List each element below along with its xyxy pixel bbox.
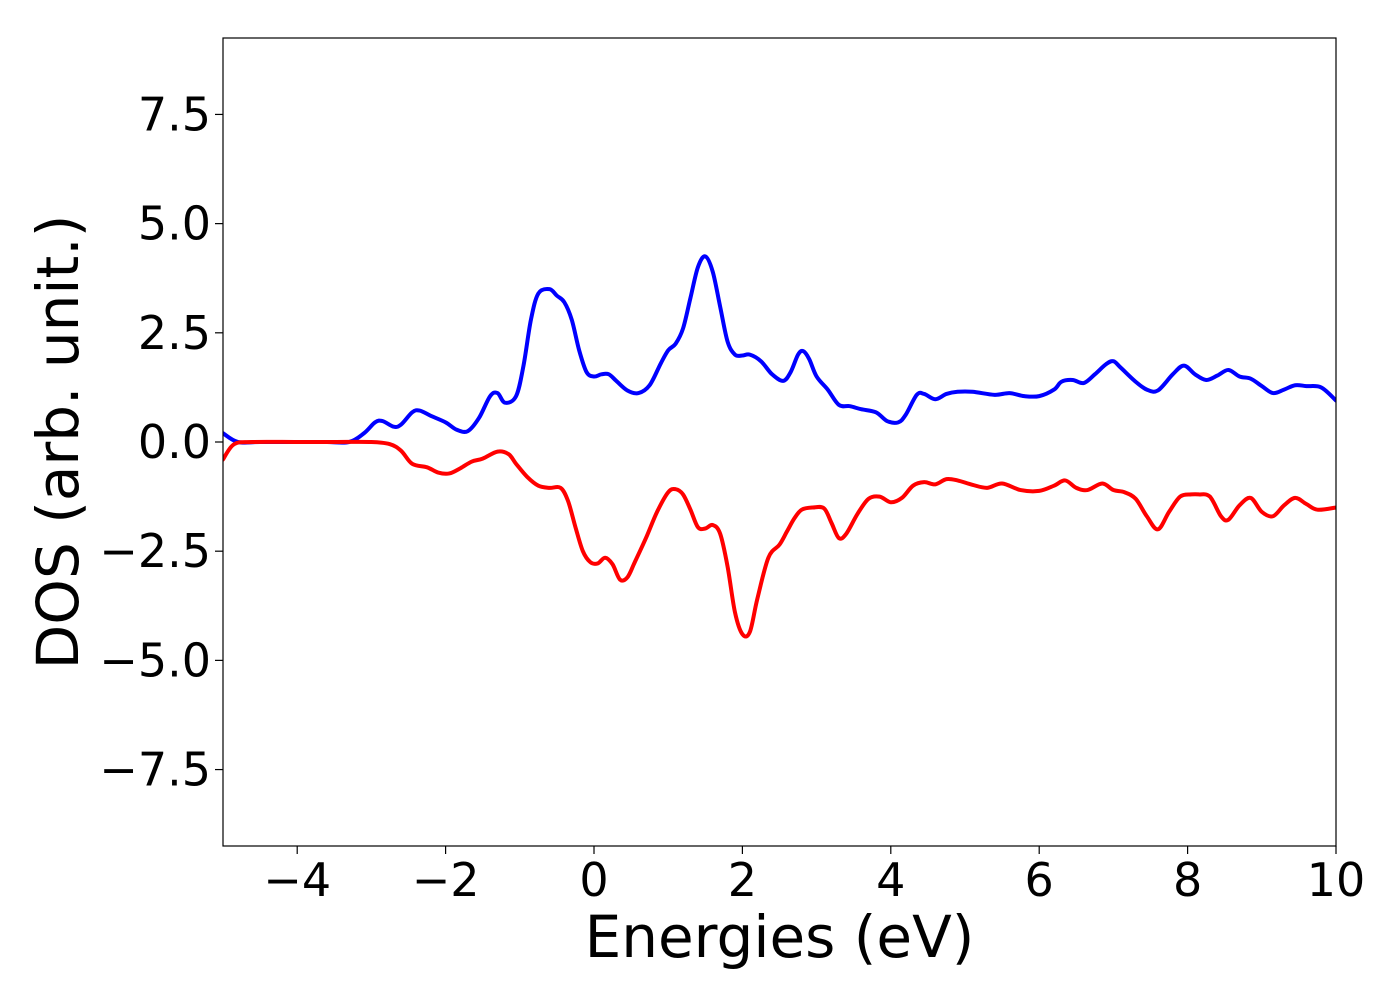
y-tick-label: 5.0 — [138, 197, 211, 251]
x-axis-title: Energies (eV) — [585, 903, 975, 971]
x-tick-label: 6 — [1025, 853, 1054, 907]
series-line-blue — [223, 254, 1336, 445]
x-tick-label: −4 — [263, 853, 331, 907]
y-tick-label: −2.5 — [99, 524, 211, 578]
x-tick-label: 0 — [579, 853, 608, 907]
x-tick-label: −2 — [412, 853, 480, 907]
series-line-red — [223, 439, 1336, 639]
series-layer — [223, 254, 1336, 639]
y-tick-label: 0.0 — [138, 415, 211, 469]
y-tick-label: 2.5 — [138, 306, 211, 360]
x-tick-label: 8 — [1173, 853, 1202, 907]
y-tick-label: 7.5 — [138, 87, 211, 141]
tick-layer: −4 −2 0 2 4 6 8 10 −7.5 −5.0 −2.5 0.0 2.5 5.0 7.5 — [99, 87, 1365, 907]
x-tick-label: 2 — [728, 853, 757, 907]
y-tick-label: −5.0 — [99, 633, 211, 687]
y-tick-label: −7.5 — [99, 743, 211, 797]
x-tick-label: 10 — [1307, 853, 1366, 907]
x-tick-label: 4 — [876, 853, 905, 907]
plot-frame — [222, 37, 1337, 847]
y-axis-title: DOS (arb. unit.) — [24, 215, 92, 670]
